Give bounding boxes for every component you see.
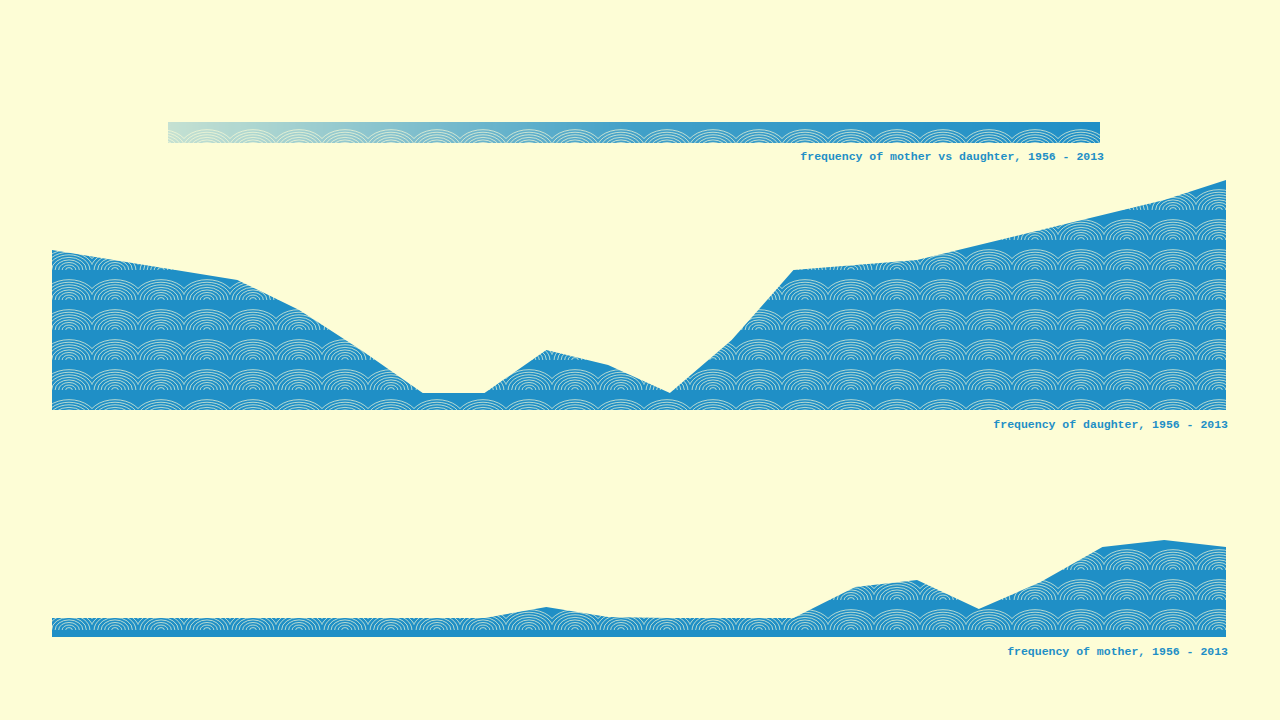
frequency-area	[52, 540, 1226, 637]
chart-title: frequency of mother, 1956 - 2013	[1007, 645, 1228, 658]
frequency-area	[52, 180, 1226, 410]
frequency-area	[168, 122, 1100, 143]
plot-area	[52, 540, 1226, 637]
plot-area	[168, 122, 1100, 143]
plot-area	[52, 180, 1226, 410]
chart-canvas: frequency of mother vs daughter, 1956 - …	[0, 0, 1280, 720]
chart-title: frequency of mother vs daughter, 1956 - …	[800, 150, 1104, 163]
background	[0, 0, 1280, 720]
chart-title: frequency of daughter, 1956 - 2013	[993, 418, 1228, 431]
page: {"chart_data": [ {"type": "area", "title…	[0, 0, 1280, 720]
